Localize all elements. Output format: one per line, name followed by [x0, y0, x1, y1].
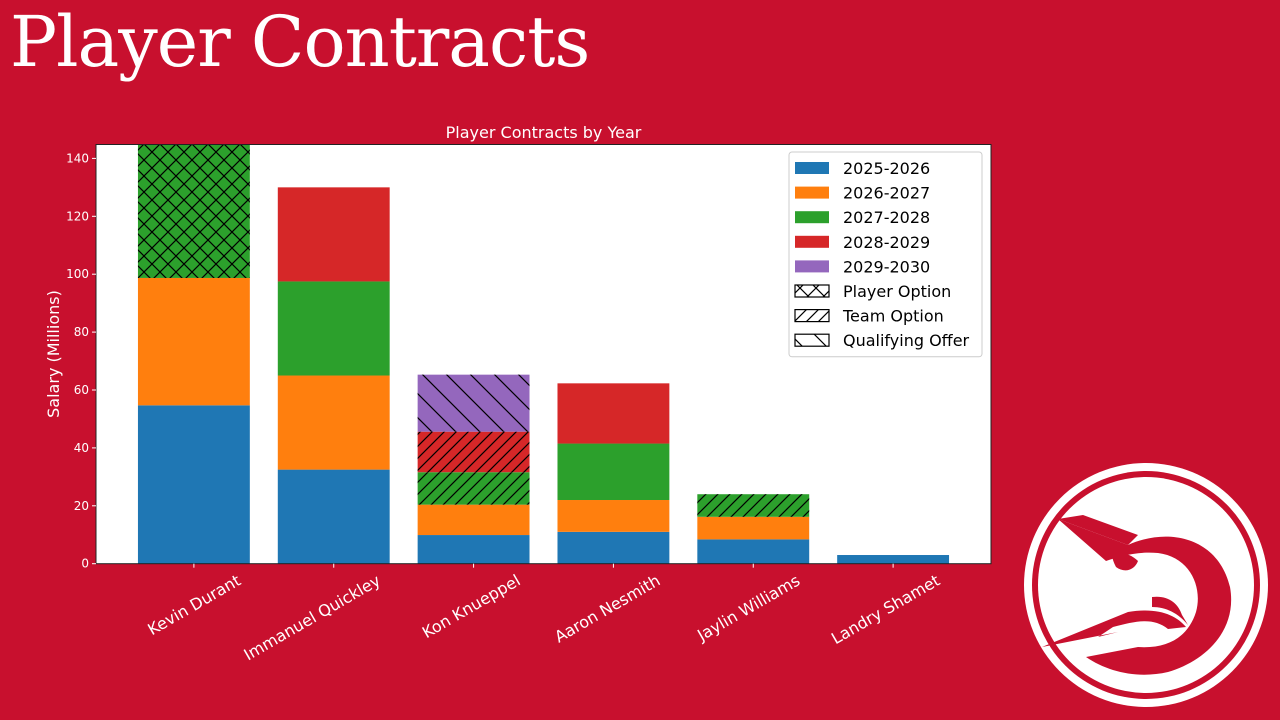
bar-segment [557, 531, 670, 564]
bar-segment [697, 539, 810, 564]
plot-frame [95, 144, 992, 565]
y-tick-label: 80 [74, 325, 89, 339]
legend-hatch-swatch [794, 333, 830, 347]
page-title: Player Contracts [10, 1, 590, 83]
bar-segment [277, 187, 390, 282]
y-tick-label: 60 [74, 383, 89, 397]
legend-swatch [795, 162, 829, 174]
legend-label: Player Option [843, 282, 951, 301]
chart-title: Player Contracts by Year [446, 123, 642, 142]
x-tick-label: Aaron Nesmith [551, 571, 663, 647]
y-tick-label: 100 [66, 267, 89, 281]
legend-label: 2026-2027 [843, 184, 930, 203]
x-tick-label: Kevin Durant [144, 571, 244, 639]
legend-swatch [795, 260, 829, 273]
bar-segment [277, 281, 390, 376]
bar-hatch-forward [697, 494, 810, 517]
bar-segment [557, 500, 670, 532]
y-tick-label: 0 [81, 557, 89, 571]
x-tick-label: Landry Shamet [828, 571, 943, 648]
bar-hatch-forward [417, 431, 530, 473]
bar-segment [277, 469, 390, 564]
legend-label: 2028-2029 [843, 233, 930, 252]
legend-label: Qualifying Offer [843, 331, 970, 350]
legend-hatch-swatch [794, 284, 830, 298]
bar-segment [557, 383, 670, 444]
y-tick-label: 120 [66, 209, 89, 223]
bar-segment [417, 504, 530, 536]
bar-segment [137, 405, 250, 564]
bar-hatch-back [417, 374, 530, 432]
x-tick-label: Kon Knueppel [419, 571, 524, 642]
atlanta-hawks-logo [1024, 463, 1268, 707]
legend-label: 2029-2030 [843, 257, 930, 276]
y-axis-label: Salary (Millions) [44, 290, 63, 418]
bar-hatch-forward [417, 472, 530, 505]
bar-segment [837, 555, 950, 564]
legend-label: 2027-2028 [843, 208, 930, 227]
legend-box [788, 151, 983, 358]
bar-segment [557, 443, 670, 501]
x-tick-label: Immanuel Quickley [241, 571, 384, 665]
bar-segment [697, 516, 810, 540]
bar-segment [417, 535, 530, 564]
legend-swatch [795, 235, 829, 248]
legend-label: Team Option [842, 307, 944, 326]
legend-swatch [795, 211, 829, 224]
bar-hatch-cross [137, 144, 250, 278]
bar-segment [277, 375, 390, 470]
y-tick-label: 20 [74, 499, 89, 513]
legend-hatch-swatch [794, 309, 830, 323]
legend-swatch [795, 186, 829, 199]
bar-segment [137, 277, 250, 406]
x-tick-label: Jaylin Williams [693, 571, 803, 646]
y-tick-label: 140 [66, 151, 89, 165]
y-tick-label: 40 [74, 441, 89, 455]
legend: 2025-2026 2026-2027 2027-2028 2028-2029 2029… [788, 151, 983, 358]
legend-label: 2025-2026 [843, 159, 930, 178]
